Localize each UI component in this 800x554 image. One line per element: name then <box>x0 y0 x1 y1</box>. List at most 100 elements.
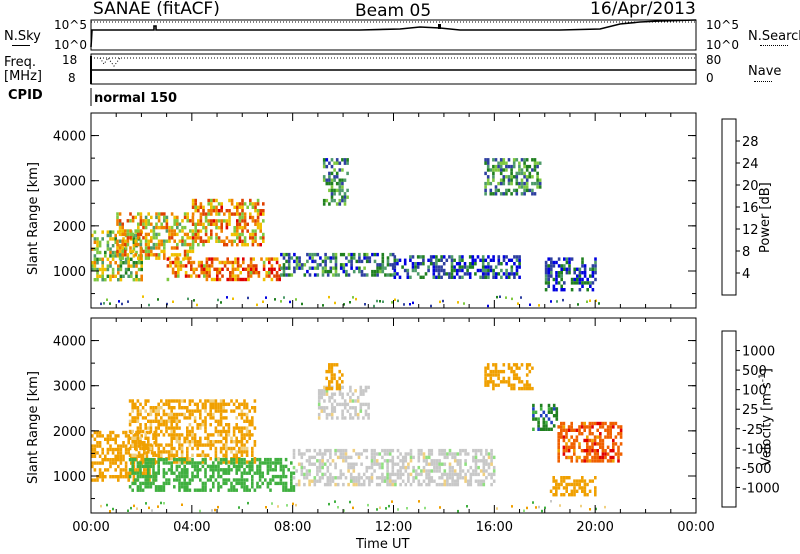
power-cell <box>126 232 130 237</box>
vel-cell <box>316 479 319 483</box>
vel-cell <box>162 485 166 489</box>
power-cell <box>334 266 338 270</box>
vel-cell <box>443 452 447 456</box>
power-cell <box>497 272 501 276</box>
power-cell <box>378 263 382 267</box>
vel-cell <box>512 376 516 381</box>
power-cell <box>155 236 158 240</box>
power-cell <box>591 264 595 268</box>
power-cell <box>481 255 485 259</box>
vel-cell <box>251 457 254 462</box>
vel-cell <box>614 435 618 439</box>
vel-cell <box>570 455 573 460</box>
power-cell <box>194 229 197 233</box>
vel-cell <box>451 452 454 456</box>
power-cell <box>251 229 255 233</box>
vel-speckle <box>145 502 147 505</box>
vel-cell <box>206 436 210 440</box>
vel-cell <box>186 406 189 410</box>
vel-cell <box>328 369 331 374</box>
vel-cell <box>191 446 194 451</box>
power-cell <box>202 226 205 230</box>
vel-cell <box>134 457 137 462</box>
power-cell <box>200 260 203 265</box>
vel-cell <box>248 468 251 472</box>
power-cell <box>150 249 153 254</box>
vel-cell <box>225 423 228 427</box>
vel-cell <box>149 406 153 410</box>
power-cell <box>137 229 140 233</box>
power-cell <box>265 257 268 261</box>
power-cell <box>450 262 454 266</box>
vel-cell <box>147 426 150 430</box>
vel-cell <box>251 433 254 437</box>
power-cell <box>179 264 183 268</box>
vel-cell <box>188 416 192 420</box>
vel-cell <box>323 392 326 396</box>
vel-cell <box>251 416 254 420</box>
vel-cell <box>127 478 130 482</box>
power-cell <box>129 229 132 233</box>
vel-cell <box>139 471 142 475</box>
power-cell <box>273 267 276 271</box>
power-cell <box>502 161 506 165</box>
vel-speckle <box>292 502 294 506</box>
power-cell <box>132 237 136 241</box>
vel-cell <box>141 446 145 451</box>
power-cell <box>220 209 223 213</box>
power-cell <box>484 265 488 269</box>
power-cell <box>389 273 392 277</box>
vel-cell <box>499 369 503 374</box>
vel-cell <box>145 468 149 472</box>
power-cell <box>502 168 506 172</box>
vel-speckle <box>100 504 102 508</box>
power-cell <box>217 236 221 240</box>
vel-cell <box>251 450 254 454</box>
power-cell <box>335 171 339 176</box>
power-cell <box>191 202 195 206</box>
power-cell <box>287 273 291 277</box>
power-cell <box>499 164 503 169</box>
noise-tick-bottom: 10^0 <box>54 38 87 52</box>
vel-cell <box>370 455 374 460</box>
vel-cell <box>321 455 324 460</box>
power-cell <box>106 240 110 244</box>
vel-cell <box>178 399 181 403</box>
vel-cell <box>137 468 141 472</box>
power-cell <box>121 225 124 230</box>
vel-cell <box>422 459 426 463</box>
vel-cell <box>145 471 149 475</box>
vel-cell <box>204 474 207 479</box>
power-cell <box>174 271 177 275</box>
vel-cell <box>567 438 571 443</box>
power-cell <box>505 175 508 179</box>
vel-cell <box>282 471 285 475</box>
power-cell <box>525 188 529 193</box>
vel-cell <box>136 464 140 469</box>
power-cell <box>346 161 349 165</box>
vel-cell <box>479 452 483 456</box>
vel-cell <box>545 414 548 418</box>
power-cell <box>225 226 229 230</box>
power-cell <box>555 260 558 265</box>
power-cell <box>114 237 117 241</box>
vel-cell <box>557 459 560 463</box>
power-cell <box>157 246 161 250</box>
y-tick-label: 3000 <box>53 380 86 395</box>
vel-cell <box>323 452 327 456</box>
vel-cell <box>433 465 436 470</box>
vel-cell <box>199 416 202 420</box>
power-cell <box>523 181 526 186</box>
power-cell <box>203 274 206 278</box>
vel-cell <box>235 478 238 482</box>
vel-cell <box>109 437 112 441</box>
vel-cell <box>251 481 254 486</box>
power-cell <box>186 219 189 223</box>
power-cell <box>565 271 569 275</box>
vel-speckle <box>265 506 267 509</box>
power-cell <box>183 239 187 243</box>
vel-cell <box>331 479 335 483</box>
power-cell <box>515 258 519 262</box>
vel-cell <box>196 464 199 469</box>
power-cell <box>324 259 327 264</box>
